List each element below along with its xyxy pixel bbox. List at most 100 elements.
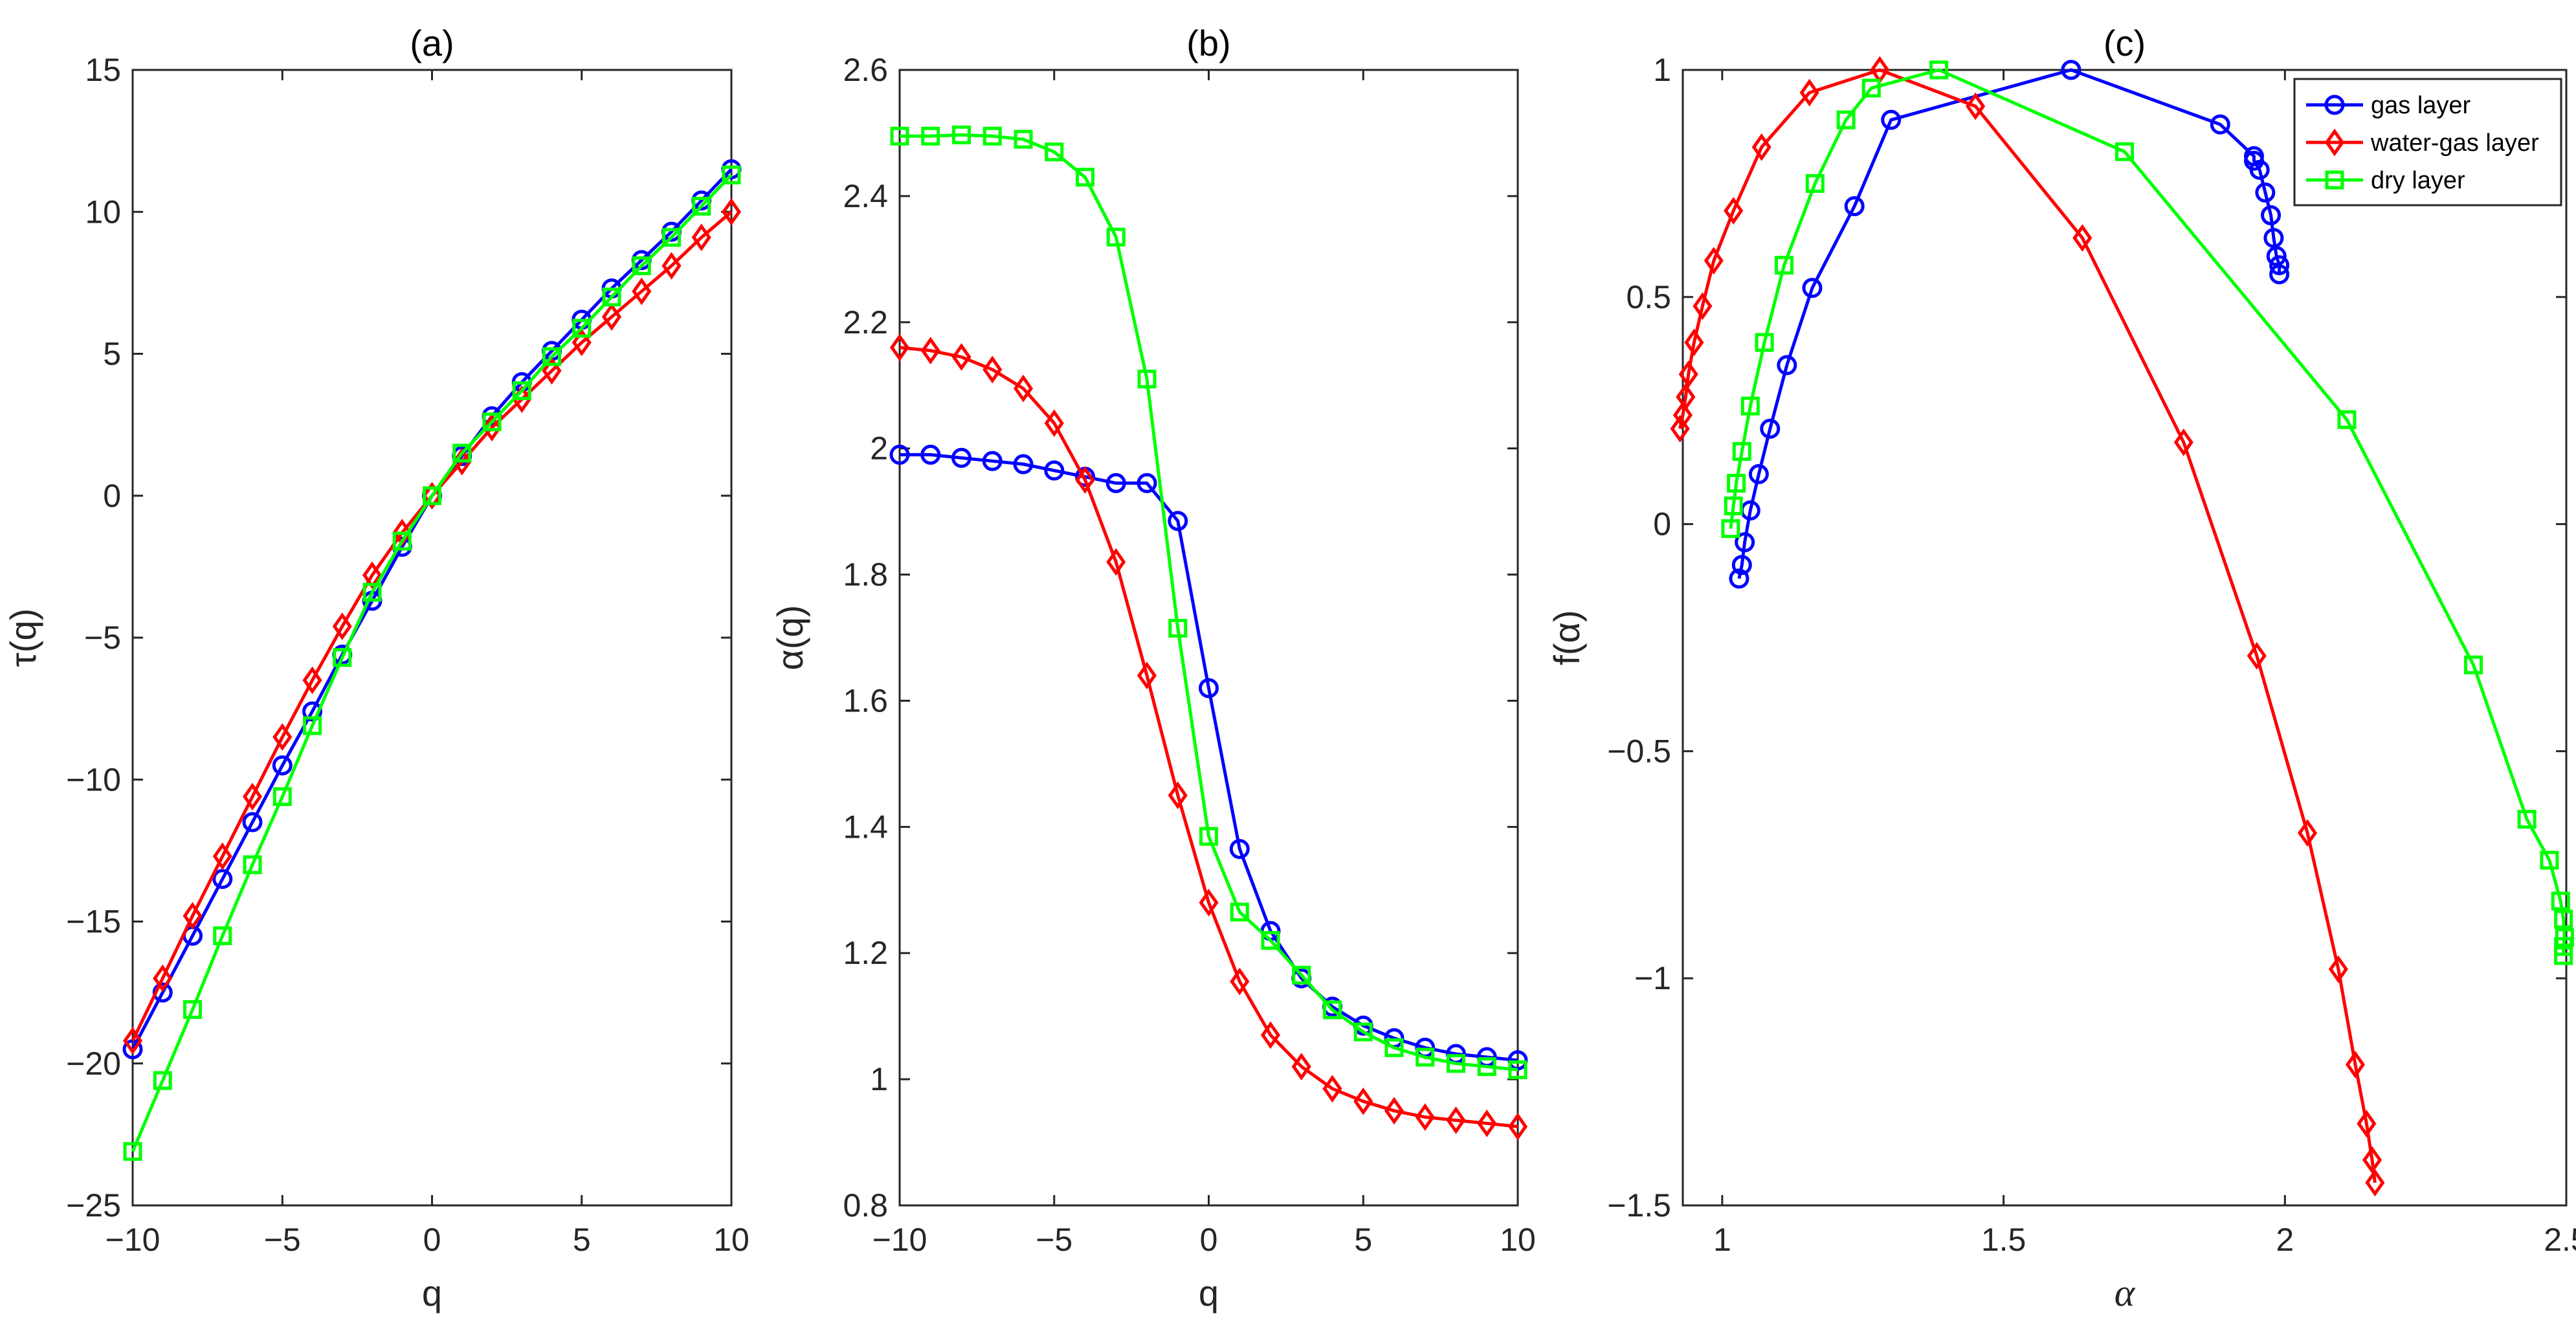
data-point — [632, 277, 652, 306]
x-tick-label: 0 — [423, 1222, 441, 1258]
data-point — [2243, 146, 2264, 166]
data-point — [983, 126, 1002, 146]
data-point — [1137, 662, 1157, 689]
data-point — [1384, 1038, 1404, 1057]
data-point — [1802, 278, 1823, 298]
x-tick-label: 10 — [1500, 1222, 1536, 1258]
data-point — [272, 755, 293, 776]
data-point — [1670, 414, 1690, 443]
data-point — [272, 787, 292, 807]
data-point — [1137, 473, 1157, 493]
axes-box — [1682, 69, 2568, 1207]
data-point — [123, 1142, 142, 1161]
data-point — [1799, 78, 1819, 107]
data-point — [1322, 1075, 1342, 1103]
y-tick-label: 2.6 — [843, 52, 888, 88]
data-point — [952, 125, 971, 144]
data-point — [1353, 1022, 1373, 1042]
data-point — [272, 723, 293, 751]
data-point — [2255, 182, 2276, 203]
data-point — [153, 964, 173, 992]
series-line — [899, 346, 1518, 1128]
data-point — [1168, 511, 1188, 531]
series-line — [900, 133, 1518, 1071]
data-point — [1044, 460, 1065, 481]
chart-title: (b) — [1186, 23, 1230, 63]
data-point — [122, 1039, 143, 1060]
x-tick-label: −10 — [872, 1222, 927, 1258]
data-point — [1693, 292, 1713, 320]
legend-marker — [2324, 128, 2345, 157]
data-point — [212, 869, 233, 889]
y-axis-label: τ(q) — [3, 609, 43, 667]
data-point — [632, 256, 651, 276]
data-point — [242, 812, 263, 833]
data-point — [1861, 78, 1881, 98]
data-point — [1751, 133, 1771, 161]
y-tick-label: −5 — [84, 620, 121, 656]
y-tick-label: −10 — [66, 761, 121, 798]
data-point — [1724, 197, 1744, 225]
data-point — [1291, 1053, 1311, 1080]
data-point — [1230, 967, 1250, 996]
data-point — [1076, 168, 1094, 187]
y-tick-label: 15 — [85, 52, 121, 88]
data-point — [392, 531, 412, 551]
data-point — [1415, 1103, 1435, 1131]
data-point — [213, 926, 232, 945]
data-point — [1014, 129, 1033, 149]
data-point — [2173, 428, 2193, 456]
data-point — [332, 612, 352, 640]
x-tick-label: −10 — [105, 1222, 161, 1258]
data-point — [2210, 114, 2230, 135]
data-point — [1106, 227, 1126, 247]
x-tick-label: 5 — [573, 1222, 591, 1258]
data-point — [2247, 642, 2267, 670]
data-point — [601, 303, 622, 331]
data-point — [2115, 142, 2134, 161]
data-point — [183, 1000, 202, 1019]
data-point — [1729, 568, 1749, 589]
data-point — [482, 412, 502, 432]
data-point — [1199, 888, 1219, 917]
data-point — [920, 444, 941, 465]
axes-box — [131, 69, 733, 1207]
data-point — [1731, 555, 1752, 576]
data-point — [1760, 418, 1781, 439]
data-point — [661, 252, 682, 280]
data-point — [1727, 473, 1746, 493]
data-point — [242, 783, 263, 811]
data-point — [1447, 1054, 1465, 1073]
x-tick-label: 1 — [1713, 1222, 1731, 1258]
y-tick-label: −1 — [1634, 960, 1671, 996]
data-point — [982, 451, 1003, 471]
data-point — [1735, 532, 1755, 553]
data-point — [542, 347, 561, 366]
data-point — [1105, 473, 1126, 493]
data-point — [1929, 60, 1949, 80]
data-point — [889, 333, 910, 362]
data-point — [691, 223, 711, 252]
data-point — [122, 1027, 143, 1055]
data-point — [1045, 142, 1064, 162]
data-point — [1292, 965, 1311, 985]
axes-box — [898, 69, 1519, 1207]
data-point — [921, 126, 940, 146]
data-point — [572, 328, 592, 357]
data-point — [1684, 328, 1704, 357]
data-point — [662, 228, 681, 247]
data-point — [1168, 781, 1188, 809]
y-tick-label: 10 — [85, 194, 121, 230]
y-tick-label: −15 — [66, 904, 121, 940]
data-point — [1013, 454, 1034, 475]
data-point — [1199, 827, 1218, 846]
data-point — [602, 287, 621, 307]
y-tick-label: −25 — [66, 1187, 121, 1224]
series-gas-layer — [1729, 60, 2290, 589]
x-tick-label: 5 — [1354, 1222, 1372, 1258]
data-point — [2540, 851, 2559, 870]
data-point — [512, 381, 531, 401]
data-point — [183, 902, 203, 930]
data-point — [302, 666, 322, 695]
